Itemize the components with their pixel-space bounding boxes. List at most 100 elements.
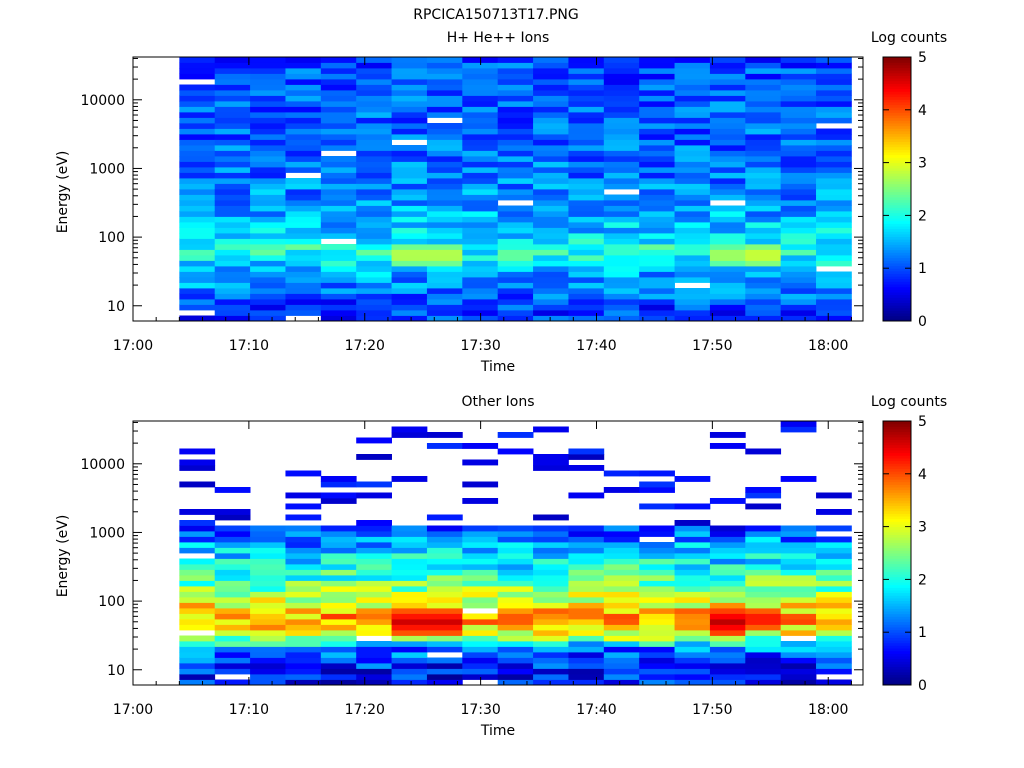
heatmap-cell [391,172,428,179]
colorbar-step [883,138,911,142]
x-tick-label: 18:00 [808,338,848,354]
heatmap-cell [639,679,675,686]
heatmap-cell [356,271,392,278]
colorbar-step [883,574,911,578]
heatmap-cell [285,470,322,477]
heatmap-cell [497,134,534,140]
colorbar-step [883,88,911,92]
heatmap-cell [568,238,605,245]
heatmap-cell [391,580,428,587]
colorbar-step [883,91,911,95]
heatmap-cell [568,84,605,91]
heatmap-cell [214,608,251,614]
heatmap-cell [639,216,675,223]
heatmap-cell [214,536,251,543]
heatmap-cell [320,553,357,559]
heatmap-cell [320,476,357,482]
heatmap-cell [568,233,605,239]
colorbar-step [883,566,911,570]
heatmap-cell [816,542,852,548]
heatmap-cell [426,564,463,570]
heatmap-cell [391,150,428,157]
heatmap-cell [816,84,852,91]
heatmap-cell [356,62,392,69]
heatmap-cell [426,657,463,664]
heatmap-cell [780,73,817,80]
heatmap-cell [674,249,711,256]
heatmap-cell [320,90,357,96]
heatmap-cell [391,161,428,168]
heatmap-cell [780,630,817,636]
heatmap-cell [250,150,286,157]
heatmap-cell [179,178,216,184]
x-tick-label: 17:20 [345,338,385,354]
heatmap-cell [568,260,605,267]
colorbar-frame [882,420,912,686]
heatmap-cell [250,255,286,261]
heatmap-cell [391,542,428,548]
heatmap-cell [462,619,499,625]
heatmap-cell [426,299,463,305]
heatmap-cell [391,635,428,642]
heatmap-cell [356,277,392,283]
colorbar-step [883,133,911,137]
colorbar-step [883,450,911,454]
heatmap-cell [816,536,852,543]
heatmap-cell [391,249,428,256]
heatmap-cell [639,156,675,162]
heatmap-cell [639,591,675,598]
heatmap-cell [674,189,711,195]
heatmap-cell [533,73,569,80]
heatmap-cell [320,128,357,135]
heatmap-cell [780,249,817,256]
heatmap-cell [533,249,569,256]
heatmap-cell [780,421,817,427]
heatmap-cell [568,277,605,283]
heatmap-cell [320,266,357,272]
heatmap-cell [250,630,286,636]
heatmap-cell [320,271,357,278]
heatmap-cell [391,68,428,74]
heatmap-cell [214,564,251,570]
heatmap-cell [639,178,675,184]
heatmap-cell [285,200,322,206]
colorbar-step [883,223,911,227]
heatmap-cell [709,128,746,135]
colorbar-step [883,637,911,641]
heatmap-cell [780,641,817,647]
colorbar-step [883,650,911,654]
heatmap-cell [533,525,569,532]
heatmap-cell [426,536,463,543]
heatmap-cell [179,558,216,565]
heatmap-cell [745,238,782,245]
heatmap-cell [320,84,357,91]
x-tick-label: 17:10 [229,338,269,354]
heatmap-cell [214,266,251,272]
heatmap-cell [745,271,782,278]
heatmap-cell [179,194,216,201]
heatmap-cell [709,652,746,658]
heatmap-cell [356,315,392,322]
heatmap-cell [709,547,746,554]
heatmap-cell [780,183,817,190]
heatmap-cell [603,635,640,642]
heatmap-cell [356,139,392,146]
colorbar-step [883,112,911,116]
heatmap-other [179,421,852,686]
heatmap-cell [214,101,251,107]
colorbar-step [883,207,911,211]
heatmap-cell [214,233,251,239]
heatmap-cell [214,619,251,625]
heatmap-cell [426,641,463,647]
heatmap-cell [250,112,286,118]
heatmap-cell [497,575,534,581]
heatmap-cell [639,575,675,581]
heatmap-cell [639,487,675,493]
colorbar-step [883,555,911,559]
heatmap-cell [250,304,286,311]
heatmap-cell [179,448,216,455]
heatmap-cell [639,211,675,217]
heatmap-cell [497,62,534,69]
heatmap-cell [745,586,782,592]
heatmap-cell [603,167,640,173]
